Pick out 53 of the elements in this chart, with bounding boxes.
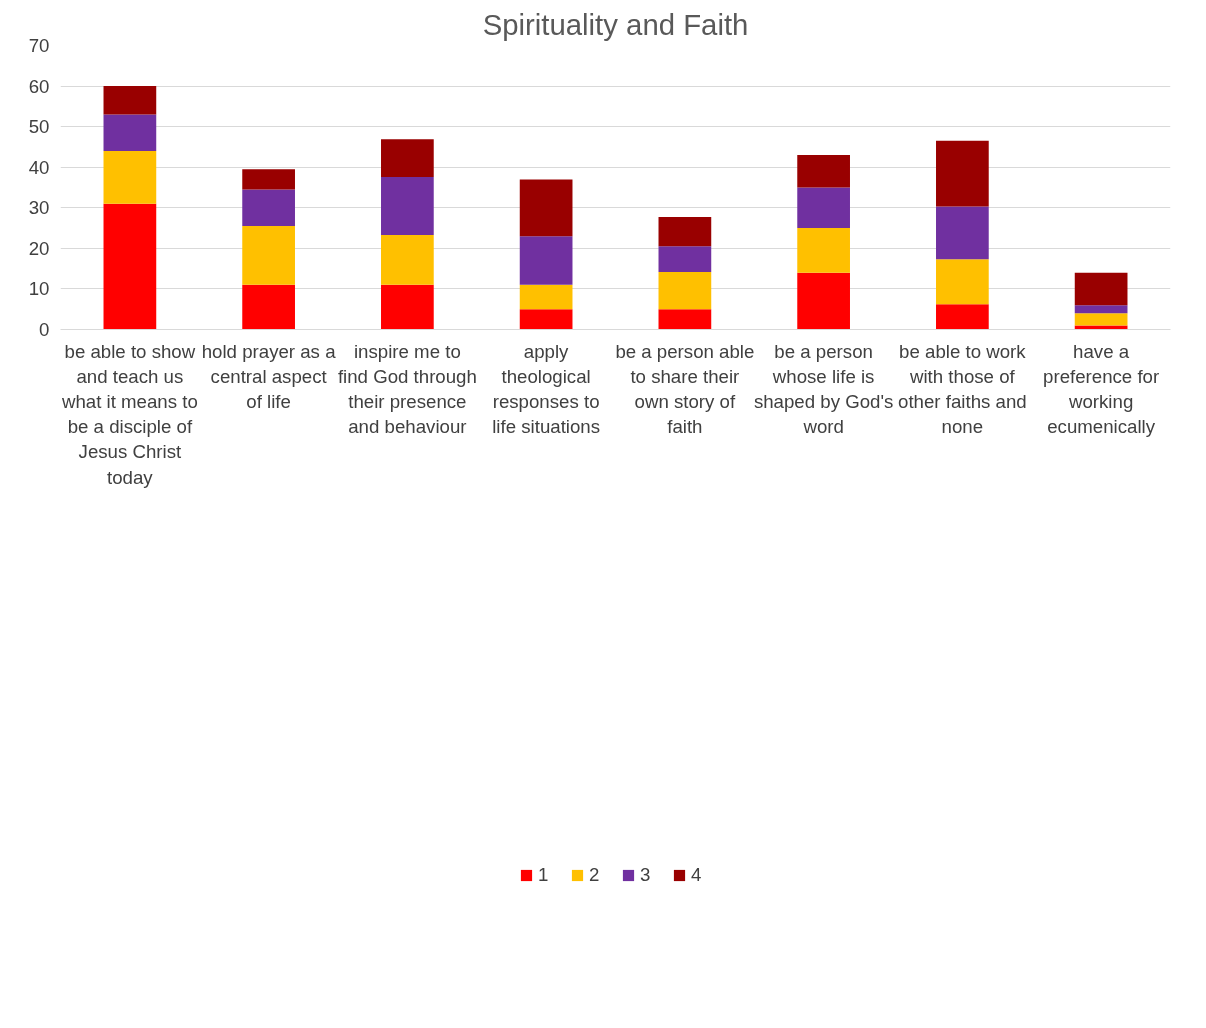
bar — [242, 226, 295, 285]
bar — [658, 271, 712, 310]
bar — [103, 203, 157, 330]
y-tick-label: 10 — [28, 278, 50, 300]
bar — [381, 234, 434, 285]
bar — [381, 284, 434, 330]
bar — [936, 206, 989, 260]
x-tick-label: inspire me to find God through their presence and behaviour — [337, 340, 477, 438]
y-tick-label: 30 — [28, 197, 50, 219]
bar — [103, 114, 157, 151]
bar — [519, 236, 573, 285]
bar — [1074, 305, 1128, 314]
bar — [1074, 313, 1128, 326]
bar — [797, 187, 850, 229]
bar — [381, 176, 434, 235]
bar — [936, 259, 989, 305]
y-tick-label: 20 — [28, 237, 50, 259]
x-tick-label: hold prayer as a central aspect of life — [201, 340, 337, 412]
bar — [519, 284, 573, 310]
bar — [103, 150, 157, 204]
y-tick-label: 40 — [28, 156, 50, 178]
bar — [103, 86, 157, 115]
bar — [658, 309, 712, 330]
x-tick-label: have a preference for working ecumenically — [1043, 340, 1160, 438]
bar — [1074, 272, 1128, 306]
legend-label: 4 — [691, 863, 703, 886]
x-tick-label: be a person whose life is shaped by God's word — [753, 340, 894, 438]
y-tick-label: 50 — [28, 116, 50, 138]
bar — [242, 284, 295, 330]
x-tick-label: apply theological responses to life situations — [492, 340, 601, 438]
bar — [242, 169, 295, 190]
bar — [1074, 325, 1128, 330]
x-tick-label: be a person able to share their own story of faith — [615, 340, 755, 438]
x-tick-label: be able to show and teach us what it means to be a disciple of Jesus Christ today — [60, 340, 198, 488]
bar — [381, 139, 434, 177]
bar — [936, 304, 989, 330]
bar — [658, 217, 712, 247]
y-tick-label: 70 — [28, 35, 50, 56]
y-tick-label: 0 — [39, 319, 50, 340]
bar — [797, 272, 850, 330]
bar — [658, 246, 712, 272]
bar — [797, 155, 850, 188]
bar — [797, 228, 850, 273]
bar — [519, 309, 573, 330]
chart-title: Spirituality and Faith — [482, 7, 749, 41]
y-tick-label: 60 — [28, 75, 50, 97]
legend-label: 1 — [538, 863, 550, 886]
bar — [519, 179, 573, 237]
bar — [936, 140, 989, 207]
bar — [242, 189, 295, 227]
legend-label: 2 — [589, 863, 601, 886]
x-tick-label: be able to work with those of other faiths and none — [898, 340, 1027, 438]
legend-label: 3 — [640, 863, 652, 886]
